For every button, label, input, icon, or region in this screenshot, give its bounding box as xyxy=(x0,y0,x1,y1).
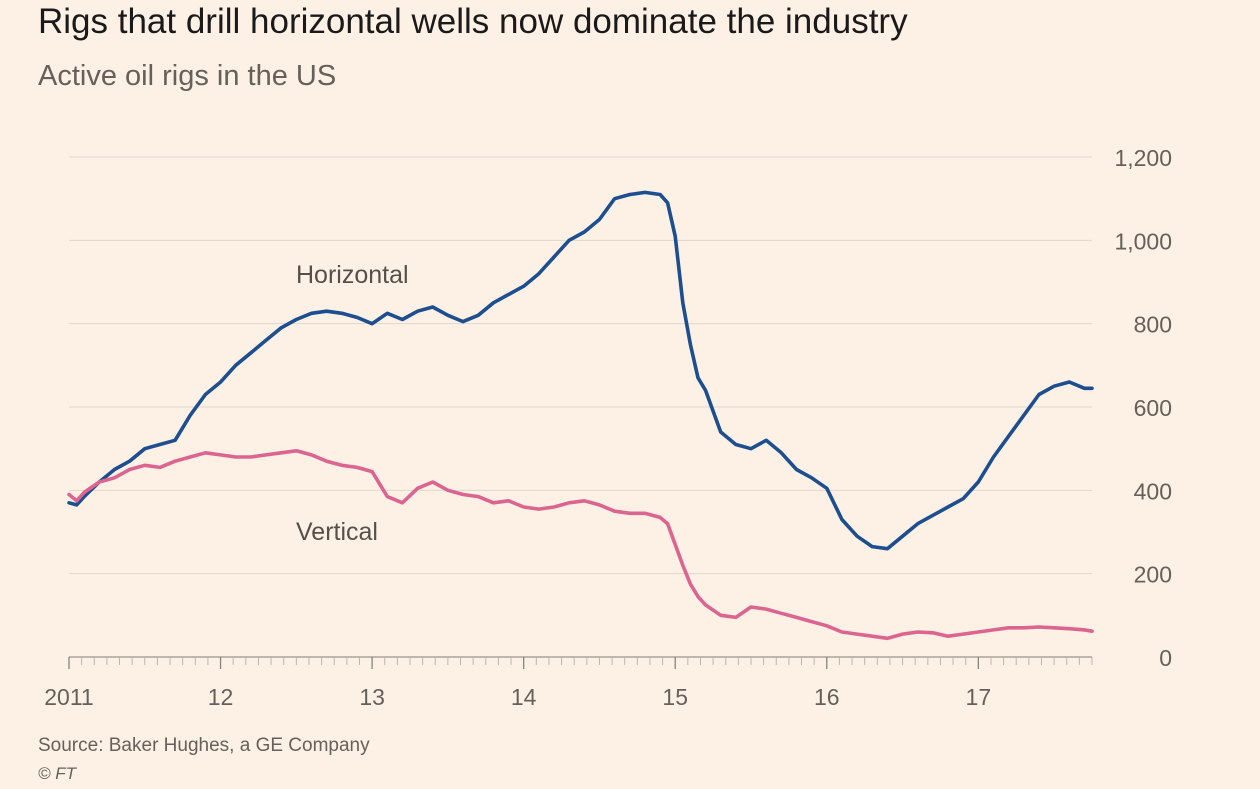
copyright-note: © FT xyxy=(38,764,77,783)
y-tick-label: 1,200 xyxy=(1114,145,1172,171)
x-tick-label: 12 xyxy=(208,684,234,710)
series-annotations: Horizontal Vertical xyxy=(296,261,409,546)
y-tick-label: 800 xyxy=(1134,312,1172,338)
gridlines xyxy=(69,156,1092,575)
x-tick-label: 17 xyxy=(966,684,992,710)
chart-subtitle: Active oil rigs in the US xyxy=(38,60,337,92)
chart-title: Rigs that drill horizontal wells now dom… xyxy=(38,2,908,41)
y-tick-label: 400 xyxy=(1134,478,1172,504)
x-axis: 2011 12 13 14 15 16 17 xyxy=(44,656,1093,710)
y-tick-label: 1,000 xyxy=(1114,228,1172,254)
series-line-horizontal xyxy=(67,190,1094,551)
annotation-vertical: Vertical xyxy=(296,518,378,546)
x-tick-label: 15 xyxy=(662,684,688,710)
x-tick-label: 16 xyxy=(814,684,840,710)
y-tick-label: 0 xyxy=(1159,645,1172,671)
source-note: Source: Baker Hughes, a GE Company xyxy=(38,735,370,756)
x-tick-label: 2011 xyxy=(44,684,93,710)
y-axis-tick-labels: 0 200 400 600 800 1,000 1,200 xyxy=(1114,145,1172,671)
x-tick-label: 13 xyxy=(359,684,385,710)
series-line-vertical xyxy=(67,449,1094,641)
y-tick-label: 600 xyxy=(1134,395,1172,421)
x-tick-label: 14 xyxy=(511,684,537,710)
y-tick-label: 200 xyxy=(1134,562,1172,588)
annotation-horizontal: Horizontal xyxy=(296,261,409,289)
series-lines xyxy=(67,190,1094,641)
